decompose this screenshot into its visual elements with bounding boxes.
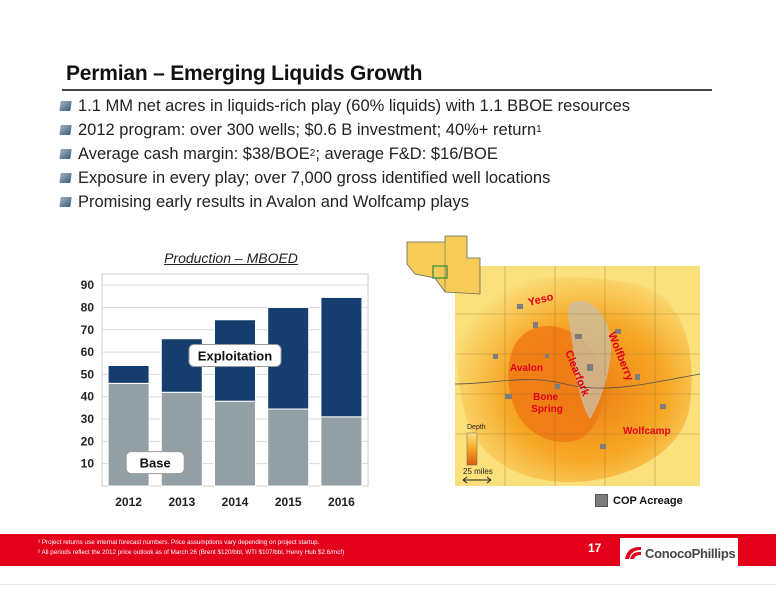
locator-map — [406, 235, 481, 295]
logo-mark-icon — [625, 547, 641, 559]
page-number: 17 — [588, 541, 602, 555]
chart-title: Production – MBOED — [164, 250, 298, 266]
cop-acreage-blocks — [493, 304, 666, 449]
bullet-list: 1.1 MM net acres in liquids-rich play (6… — [59, 94, 631, 214]
bullet-text: 1.1 MM net acres in liquids-rich play (6… — [78, 96, 631, 115]
depth-label: Depth — [467, 424, 486, 431]
bullet-icon — [59, 149, 72, 159]
play-label-avalon: Avalon — [510, 363, 543, 374]
y-tick-label: 70 — [81, 323, 95, 337]
series-label-base-box — [125, 451, 185, 475]
bar-base — [214, 400, 256, 487]
bone-spring-line-2: Spring — [531, 404, 563, 415]
bullet-item: Promising early results in Avalon and Wo… — [59, 190, 630, 214]
bar-base — [267, 408, 310, 487]
slide-title: Permian – Emerging Liquids Growth — [66, 62, 423, 85]
cop-acreage-swatch — [595, 494, 608, 507]
bone-spring-line: Bone — [533, 392, 558, 403]
bar-exploitation — [107, 364, 150, 384]
bullet-icon — [59, 197, 72, 207]
highway — [454, 373, 701, 389]
map-legend: COP Acreage — [595, 494, 683, 507]
y-tick-label: 30 — [81, 412, 95, 426]
series-label-exploitation: Exploitation — [198, 348, 272, 363]
bullet-item: 2012 program: over 300 wells; $0.6 B inv… — [59, 118, 630, 142]
x-tick-label: 2012 — [115, 495, 142, 509]
x-tick-label: 2014 — [222, 495, 249, 509]
bullet-icon — [59, 173, 72, 183]
bar-exploitation — [320, 296, 363, 418]
y-tick-label: 20 — [81, 434, 95, 448]
scale-label: 25 miles — [463, 467, 493, 476]
logo-text: ConocoPhillips — [645, 545, 736, 561]
shelf-zone — [568, 300, 611, 419]
permian-map: Yeso Avalon Clearfork Wolfberry Bone Spr… — [406, 235, 701, 486]
production-chart: 10 20 30 40 50 60 70 80 90 2012 2013 2014 2015 2016 Ba… — [81, 273, 369, 509]
y-tick-label: 90 — [81, 278, 95, 292]
play-label-wolfcamp: Wolfcamp — [623, 426, 671, 437]
series-label-base: Base — [140, 456, 171, 471]
y-tick-label: 50 — [81, 367, 95, 381]
title-underline — [62, 89, 712, 91]
scale-arrow — [462, 476, 492, 484]
bar-base — [320, 416, 363, 487]
x-tick-label: 2013 — [168, 495, 195, 509]
bullet-item: Exposure in every play; over 7,000 gross… — [59, 166, 630, 190]
y-tick-label: 80 — [81, 300, 95, 314]
footnote-2: ² All periods reflect the 2012 price out… — [38, 549, 345, 556]
footnotes: ¹ Project returns use internal forecast … — [38, 538, 344, 558]
bullet-icon — [59, 125, 72, 135]
bottom-rule — [0, 584, 776, 585]
y-tick-label: 60 — [81, 345, 95, 359]
depth-scale-bar — [466, 432, 478, 466]
footnote-1: ¹ Project returns use internal forecast … — [38, 539, 320, 546]
bullet-text: Promising early results in Avalon and Wo… — [78, 192, 469, 211]
bullet-text: Average cash margin: $38/BOE — [78, 144, 310, 163]
y-tick-label: 40 — [81, 390, 95, 404]
bullet-item: 1.1 MM net acres in liquids-rich play (6… — [59, 94, 631, 118]
bullet-text: Exposure in every play; over 7,000 gross… — [78, 168, 551, 187]
bullet-text-tail: ; average F&D: $16/BOE — [315, 144, 498, 163]
company-logo: ConocoPhillips — [620, 538, 738, 568]
series-label-exploitation-box — [188, 343, 282, 367]
bullet-text: 2012 program: over 300 wells; $0.6 B inv… — [78, 120, 537, 139]
y-tick-label: 10 — [81, 457, 95, 471]
bullet-icon — [59, 101, 72, 111]
legend-label: COP Acreage — [613, 494, 683, 507]
bullet-item: Average cash margin: $38/BOE 2; average F… — [59, 142, 630, 166]
x-tick-label: 2016 — [328, 495, 355, 509]
play-label-bone-spring: Bone Spring — [531, 392, 563, 415]
x-tick-label: 2015 — [275, 495, 302, 509]
